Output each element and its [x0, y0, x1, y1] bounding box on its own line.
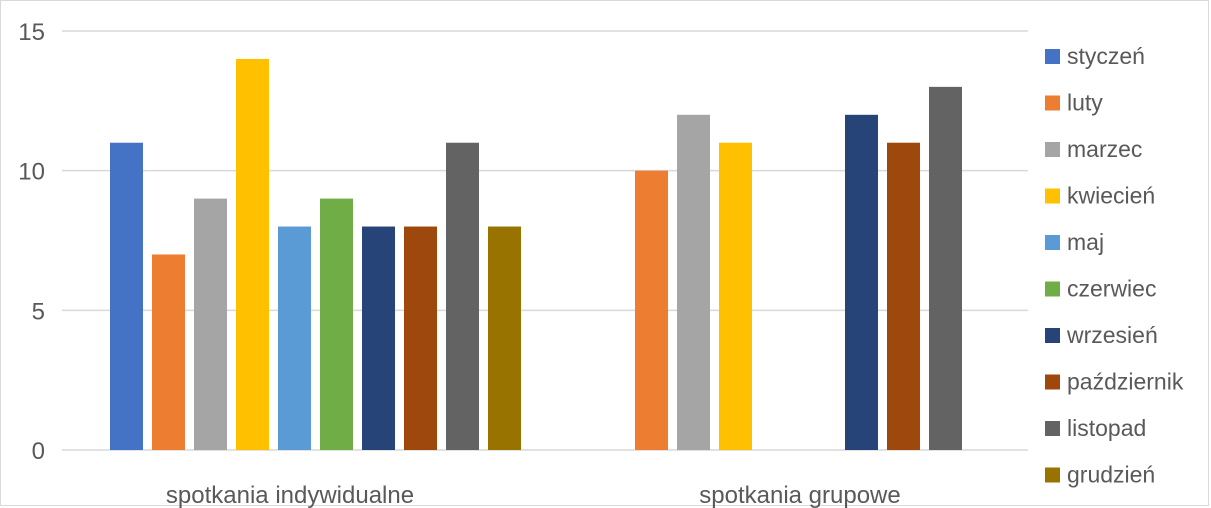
- legend-label: listopad: [1067, 415, 1146, 441]
- legend-label: grudzień: [1067, 462, 1155, 488]
- y-tick-label: 0: [32, 438, 45, 465]
- y-tick-label: 5: [32, 298, 45, 325]
- bar-listopad: [446, 142, 479, 450]
- y-tick-label: 15: [18, 19, 45, 46]
- bar-listopad: [929, 86, 962, 450]
- bar-wrzesień: [845, 114, 878, 451]
- legend-swatch: [1045, 142, 1060, 157]
- bar-kwiecień: [236, 58, 269, 450]
- legend-swatch: [1045, 328, 1060, 343]
- legend-label: luty: [1067, 90, 1103, 116]
- legend-label: październik: [1067, 369, 1184, 395]
- legend-label: czerwiec: [1067, 276, 1156, 302]
- legend-swatch: [1045, 467, 1060, 483]
- legend-label: wrzesień: [1066, 322, 1158, 348]
- x-axis-categories: spotkania indywidualne spotkania grupowe: [166, 482, 901, 508]
- bar-luty: [635, 170, 668, 450]
- x-category-label: spotkania grupowe: [699, 482, 900, 508]
- bar-październik: [887, 142, 920, 450]
- legend-swatch: [1045, 421, 1060, 436]
- bar-luty: [152, 254, 185, 450]
- legend-label: marzec: [1067, 136, 1142, 162]
- x-category-label: spotkania indywidualne: [166, 482, 414, 508]
- bar-marzec: [677, 114, 710, 451]
- bar-kwiecień: [719, 142, 752, 450]
- bar-wrzesień: [362, 226, 395, 450]
- legend-label: kwiecień: [1067, 183, 1155, 209]
- legend-swatch: [1045, 49, 1060, 64]
- legend-swatch: [1045, 235, 1060, 250]
- legend-label: maj: [1067, 229, 1104, 255]
- legend: styczeń luty marzec kwiecień maj czerwiec wrze…: [1045, 43, 1184, 488]
- bar-październik: [404, 226, 437, 450]
- legend-swatch: [1045, 281, 1060, 297]
- bar-marzec: [194, 198, 227, 450]
- bar-styczeń: [110, 142, 143, 450]
- legend-label: styczeń: [1067, 43, 1145, 69]
- bar-grudzień: [488, 226, 521, 450]
- bar-czerwiec: [320, 198, 353, 450]
- legend-swatch: [1045, 374, 1060, 390]
- bar-maj: [278, 226, 311, 450]
- y-tick-label: 10: [18, 159, 45, 186]
- bars: [110, 58, 962, 451]
- legend-swatch: [1045, 188, 1060, 204]
- legend-swatch: [1045, 95, 1060, 111]
- y-axis-ticks: 0 5 10 15: [18, 19, 45, 465]
